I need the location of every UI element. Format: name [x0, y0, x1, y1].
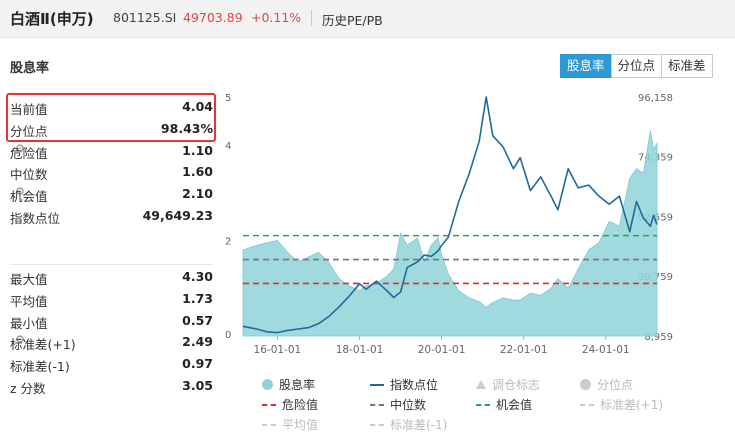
- legend-item[interactable]: 中位数: [370, 396, 426, 413]
- stat-row: z 分数 3.05: [10, 375, 213, 397]
- stat-row: 危险值 ⚙ 1.10: [10, 140, 213, 162]
- stat-row: 标准差(-1) 0.97: [10, 353, 213, 375]
- stats-divider: [10, 264, 213, 265]
- history-pe-pb-link[interactable]: 历史PE/PB: [322, 13, 383, 28]
- index-change: +0.11%: [251, 10, 302, 25]
- index-code: 801125.SI: [113, 10, 177, 25]
- stat-value: 2.10: [182, 186, 213, 202]
- legend-item[interactable]: 股息率: [262, 376, 315, 393]
- legend-item[interactable]: 危险值: [262, 396, 318, 413]
- index-name: 白酒Ⅱ(申万): [10, 10, 94, 28]
- x-axis-tick-label: 16-01-01: [254, 344, 302, 356]
- legend-dash-icon: [370, 403, 384, 406]
- index-price: 49703.89: [183, 10, 243, 25]
- stat-row: 指数点位 49,649.23: [10, 205, 213, 227]
- dividend-yield-chart: 542096,15874,35952,55930,7598,95916-01-0…: [225, 93, 673, 356]
- stat-value: 0.57: [182, 312, 213, 328]
- stat-row: 最小值 0.57: [10, 310, 213, 332]
- stat-label: 最大值: [10, 272, 48, 287]
- legend-circle-icon: [580, 379, 591, 390]
- legend-circle-icon: [262, 379, 273, 390]
- legend-item[interactable]: 标准差(-1): [370, 416, 447, 433]
- left-axis-tick-label: 0: [225, 330, 231, 341]
- stat-label: 分位点: [10, 123, 48, 139]
- stat-label: 平均值: [10, 293, 48, 309]
- stat-label: 标准差(+1): [10, 337, 76, 353]
- legend-dash-icon: [580, 403, 594, 406]
- stat-row: 分位点 98.43%: [10, 118, 213, 140]
- stats-panel-top: 当前值 4.04 分位点 98.43% 危险值 ⚙ 1.10 中位数 1.60 机会值 ⚙ 2.10 指…: [10, 96, 213, 227]
- legend-item[interactable]: 调仓标志: [476, 376, 540, 393]
- stat-label: z 分数: [10, 380, 46, 396]
- stat-label: 指数点位: [10, 210, 61, 226]
- legend-label: 指数点位: [390, 378, 439, 392]
- tab-dividend-yield[interactable]: 股息率: [560, 54, 612, 78]
- stat-row: 中位数 1.60: [10, 161, 213, 183]
- stat-value: 98.43%: [160, 120, 213, 136]
- stat-label: 最小值: [10, 315, 48, 331]
- legend-item[interactable]: 平均值: [262, 416, 318, 433]
- left-axis-tick-label: 2: [225, 236, 231, 247]
- stat-label: 机会值: [10, 189, 48, 205]
- legend-item[interactable]: 分位点: [580, 376, 633, 393]
- legend-item[interactable]: 指数点位: [370, 376, 438, 393]
- legend-label: 标准差(+1): [600, 398, 664, 412]
- stats-panel-bottom: 最大值 4.30 平均值 1.73 最小值 0.57 标准差(+1) ⚙ 2.49 标准差(-1)…: [10, 266, 213, 397]
- settings-gear-icon[interactable]: ⚙: [15, 333, 25, 347]
- stat-label: 当前值: [10, 102, 48, 117]
- tab-percentile[interactable]: 分位点: [610, 54, 663, 78]
- left-axis-tick-label: 5: [225, 93, 231, 104]
- x-axis-tick-label: 18-01-01: [336, 344, 384, 356]
- stat-label: 中位数: [10, 167, 48, 183]
- stat-label: 危险值: [10, 145, 48, 161]
- settings-gear-icon[interactable]: ⚙: [15, 185, 25, 199]
- stat-value: 1.73: [182, 290, 213, 306]
- dividend-yield-area: [242, 130, 658, 337]
- stat-value: 4.04: [182, 99, 213, 114]
- stat-row: 平均值 1.73: [10, 288, 213, 310]
- stat-row: 标准差(+1) ⚙ 2.49: [10, 331, 213, 353]
- current-value-highlight: [6, 93, 216, 142]
- legend-label: 股息率: [279, 378, 316, 392]
- x-axis-tick-label: 24-01-01: [582, 344, 630, 356]
- stat-value: 3.05: [182, 377, 213, 393]
- metric-tabs: 股息率 分位点 标准差: [560, 54, 713, 78]
- legend-label: 标准差(-1): [390, 418, 448, 432]
- x-axis-tick-label: 22-01-01: [500, 344, 548, 356]
- stat-value: 1.10: [182, 142, 213, 158]
- stat-value: 0.97: [182, 356, 213, 372]
- legend-line-icon: [370, 383, 384, 386]
- legend-dash-icon: [370, 423, 384, 426]
- legend-label: 调仓标志: [492, 378, 541, 392]
- section-title: 股息率: [10, 61, 50, 76]
- legend-label: 平均值: [282, 418, 319, 432]
- right-axis-tick-label: 8,959: [644, 332, 673, 343]
- legend-dash-icon: [262, 423, 276, 426]
- settings-gear-icon[interactable]: ⚙: [15, 141, 25, 155]
- x-axis-tick-label: 20-01-01: [418, 344, 466, 356]
- legend-label: 危险值: [282, 398, 319, 412]
- stat-value: 4.30: [182, 269, 213, 284]
- left-axis-tick-label: 4: [225, 141, 231, 152]
- stat-label: 标准差(-1): [10, 359, 70, 375]
- stat-row: 当前值 4.04: [10, 96, 213, 118]
- legend-item[interactable]: 标准差(+1): [580, 396, 663, 413]
- header-divider: [311, 10, 312, 26]
- legend-label: 中位数: [390, 398, 427, 412]
- legend-dash-icon: [262, 403, 276, 406]
- stat-row: 机会值 ⚙ 2.10: [10, 183, 213, 205]
- stat-value: 1.60: [182, 164, 213, 180]
- stat-value: 2.49: [182, 334, 213, 350]
- legend-label: 分位点: [597, 378, 634, 392]
- stat-row: 最大值 4.30: [10, 266, 213, 288]
- legend-label: 机会值: [496, 398, 533, 412]
- legend-item[interactable]: 机会值: [476, 396, 532, 413]
- tab-std-dev[interactable]: 标准差: [661, 54, 713, 78]
- right-axis-tick-label: 96,158: [638, 93, 673, 104]
- stat-value: 49,649.23: [142, 207, 213, 223]
- index-level-line: [242, 96, 658, 334]
- legend-triangle-icon: [476, 380, 486, 389]
- legend-dash-icon: [476, 403, 490, 406]
- header-bar: 白酒Ⅱ(申万) 801125.SI 49703.89 +0.11% 历史PE/P…: [0, 0, 735, 38]
